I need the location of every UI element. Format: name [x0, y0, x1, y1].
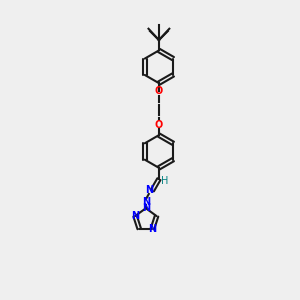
Text: H: H	[160, 176, 168, 186]
Text: N: N	[131, 211, 139, 221]
Text: N: N	[148, 224, 157, 234]
Text: N: N	[142, 203, 150, 213]
Text: O: O	[155, 120, 163, 130]
Text: N: N	[145, 185, 153, 195]
Text: N: N	[142, 197, 150, 207]
Text: O: O	[155, 86, 163, 96]
